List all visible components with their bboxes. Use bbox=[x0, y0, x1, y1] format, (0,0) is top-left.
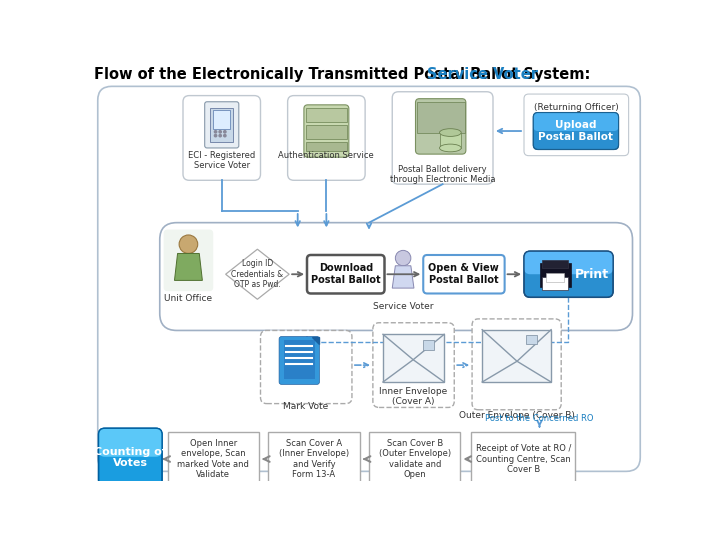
Bar bbox=[213, 110, 230, 129]
FancyBboxPatch shape bbox=[524, 251, 613, 274]
FancyBboxPatch shape bbox=[287, 96, 365, 180]
Text: Open & View
Postal Ballot: Open & View Postal Ballot bbox=[428, 264, 499, 285]
Text: Inner Envelope
(Cover A): Inner Envelope (Cover A) bbox=[379, 387, 447, 406]
Bar bbox=[542, 276, 568, 291]
Text: Authentication Service: Authentication Service bbox=[279, 151, 374, 160]
FancyBboxPatch shape bbox=[160, 222, 632, 330]
FancyBboxPatch shape bbox=[304, 105, 349, 157]
Polygon shape bbox=[225, 249, 289, 299]
Circle shape bbox=[219, 131, 221, 133]
Circle shape bbox=[224, 131, 226, 133]
Bar bbox=[306, 125, 346, 139]
Text: ECI - Registered
Service Voter: ECI - Registered Service Voter bbox=[188, 151, 256, 171]
FancyBboxPatch shape bbox=[261, 330, 352, 403]
Polygon shape bbox=[392, 266, 414, 288]
FancyBboxPatch shape bbox=[415, 99, 466, 154]
FancyBboxPatch shape bbox=[163, 230, 213, 291]
Bar bbox=[284, 340, 315, 379]
FancyBboxPatch shape bbox=[307, 255, 384, 294]
Text: Scan Cover B
(Outer Envelope)
validate and
Open: Scan Cover B (Outer Envelope) validate a… bbox=[379, 439, 451, 479]
FancyBboxPatch shape bbox=[373, 323, 454, 408]
FancyBboxPatch shape bbox=[99, 428, 162, 457]
Bar bbox=[168, 432, 259, 486]
FancyBboxPatch shape bbox=[524, 94, 629, 156]
Text: Mark Vote: Mark Vote bbox=[283, 402, 328, 411]
Bar bbox=[482, 330, 551, 382]
Text: Counting of
Votes: Counting of Votes bbox=[94, 447, 166, 468]
Text: Receipt of Vote at RO /
Counting Centre, Scan
Cover B: Receipt of Vote at RO / Counting Centre,… bbox=[475, 444, 571, 474]
Bar bbox=[210, 108, 233, 142]
Bar bbox=[383, 334, 444, 382]
Bar bbox=[306, 108, 346, 122]
Text: Postal Ballot delivery
through Electronic Media: Postal Ballot delivery through Electroni… bbox=[390, 165, 495, 184]
Polygon shape bbox=[312, 336, 320, 345]
Ellipse shape bbox=[439, 144, 462, 152]
Text: Open Inner
envelope, Scan
marked Vote and
Validate: Open Inner envelope, Scan marked Vote an… bbox=[177, 439, 249, 479]
Bar bbox=[306, 142, 346, 151]
Bar bbox=[369, 432, 461, 486]
FancyBboxPatch shape bbox=[183, 96, 261, 180]
Circle shape bbox=[219, 134, 221, 137]
FancyBboxPatch shape bbox=[534, 112, 618, 150]
Circle shape bbox=[224, 134, 226, 137]
Text: Upload
Postal Ballot: Upload Postal Ballot bbox=[539, 120, 613, 142]
Text: Print: Print bbox=[575, 268, 609, 281]
Bar bbox=[546, 273, 564, 282]
Text: (Returning Officer): (Returning Officer) bbox=[534, 103, 618, 112]
FancyBboxPatch shape bbox=[204, 102, 239, 148]
FancyBboxPatch shape bbox=[98, 86, 640, 471]
Text: Service Voter: Service Voter bbox=[373, 302, 433, 311]
Text: Service Voter: Service Voter bbox=[427, 67, 538, 82]
Circle shape bbox=[395, 251, 411, 266]
Polygon shape bbox=[174, 253, 202, 280]
FancyBboxPatch shape bbox=[534, 112, 618, 131]
FancyBboxPatch shape bbox=[423, 255, 505, 294]
FancyBboxPatch shape bbox=[392, 92, 493, 184]
Circle shape bbox=[215, 134, 217, 137]
Text: Outer Envelope (Cover B): Outer Envelope (Cover B) bbox=[459, 411, 575, 420]
Text: Unit Office: Unit Office bbox=[164, 294, 212, 303]
Bar bbox=[417, 102, 465, 132]
FancyBboxPatch shape bbox=[99, 428, 162, 486]
Bar bbox=[472, 432, 575, 486]
Bar bbox=[526, 335, 537, 345]
Text: Post to the Concerned RO: Post to the Concerned RO bbox=[485, 414, 594, 423]
Bar bbox=[542, 260, 568, 268]
Bar bbox=[269, 432, 360, 486]
Circle shape bbox=[179, 235, 198, 253]
FancyBboxPatch shape bbox=[524, 251, 613, 298]
Text: Download
Postal Ballot: Download Postal Ballot bbox=[311, 264, 381, 285]
Text: Login ID
Credentials &
OTP as Pwd.: Login ID Credentials & OTP as Pwd. bbox=[231, 259, 284, 289]
Text: Scan Cover A
(Inner Envelope)
and Verify
Form 13-A: Scan Cover A (Inner Envelope) and Verify… bbox=[279, 439, 349, 479]
Text: Flow of the Electronically Transmitted Postal Ballot System:: Flow of the Electronically Transmitted P… bbox=[94, 67, 595, 82]
Bar bbox=[539, 264, 570, 287]
Bar bbox=[423, 340, 434, 350]
Circle shape bbox=[215, 131, 217, 133]
Bar bbox=[439, 132, 462, 148]
FancyBboxPatch shape bbox=[472, 319, 561, 410]
FancyBboxPatch shape bbox=[279, 336, 320, 384]
Ellipse shape bbox=[439, 129, 462, 137]
